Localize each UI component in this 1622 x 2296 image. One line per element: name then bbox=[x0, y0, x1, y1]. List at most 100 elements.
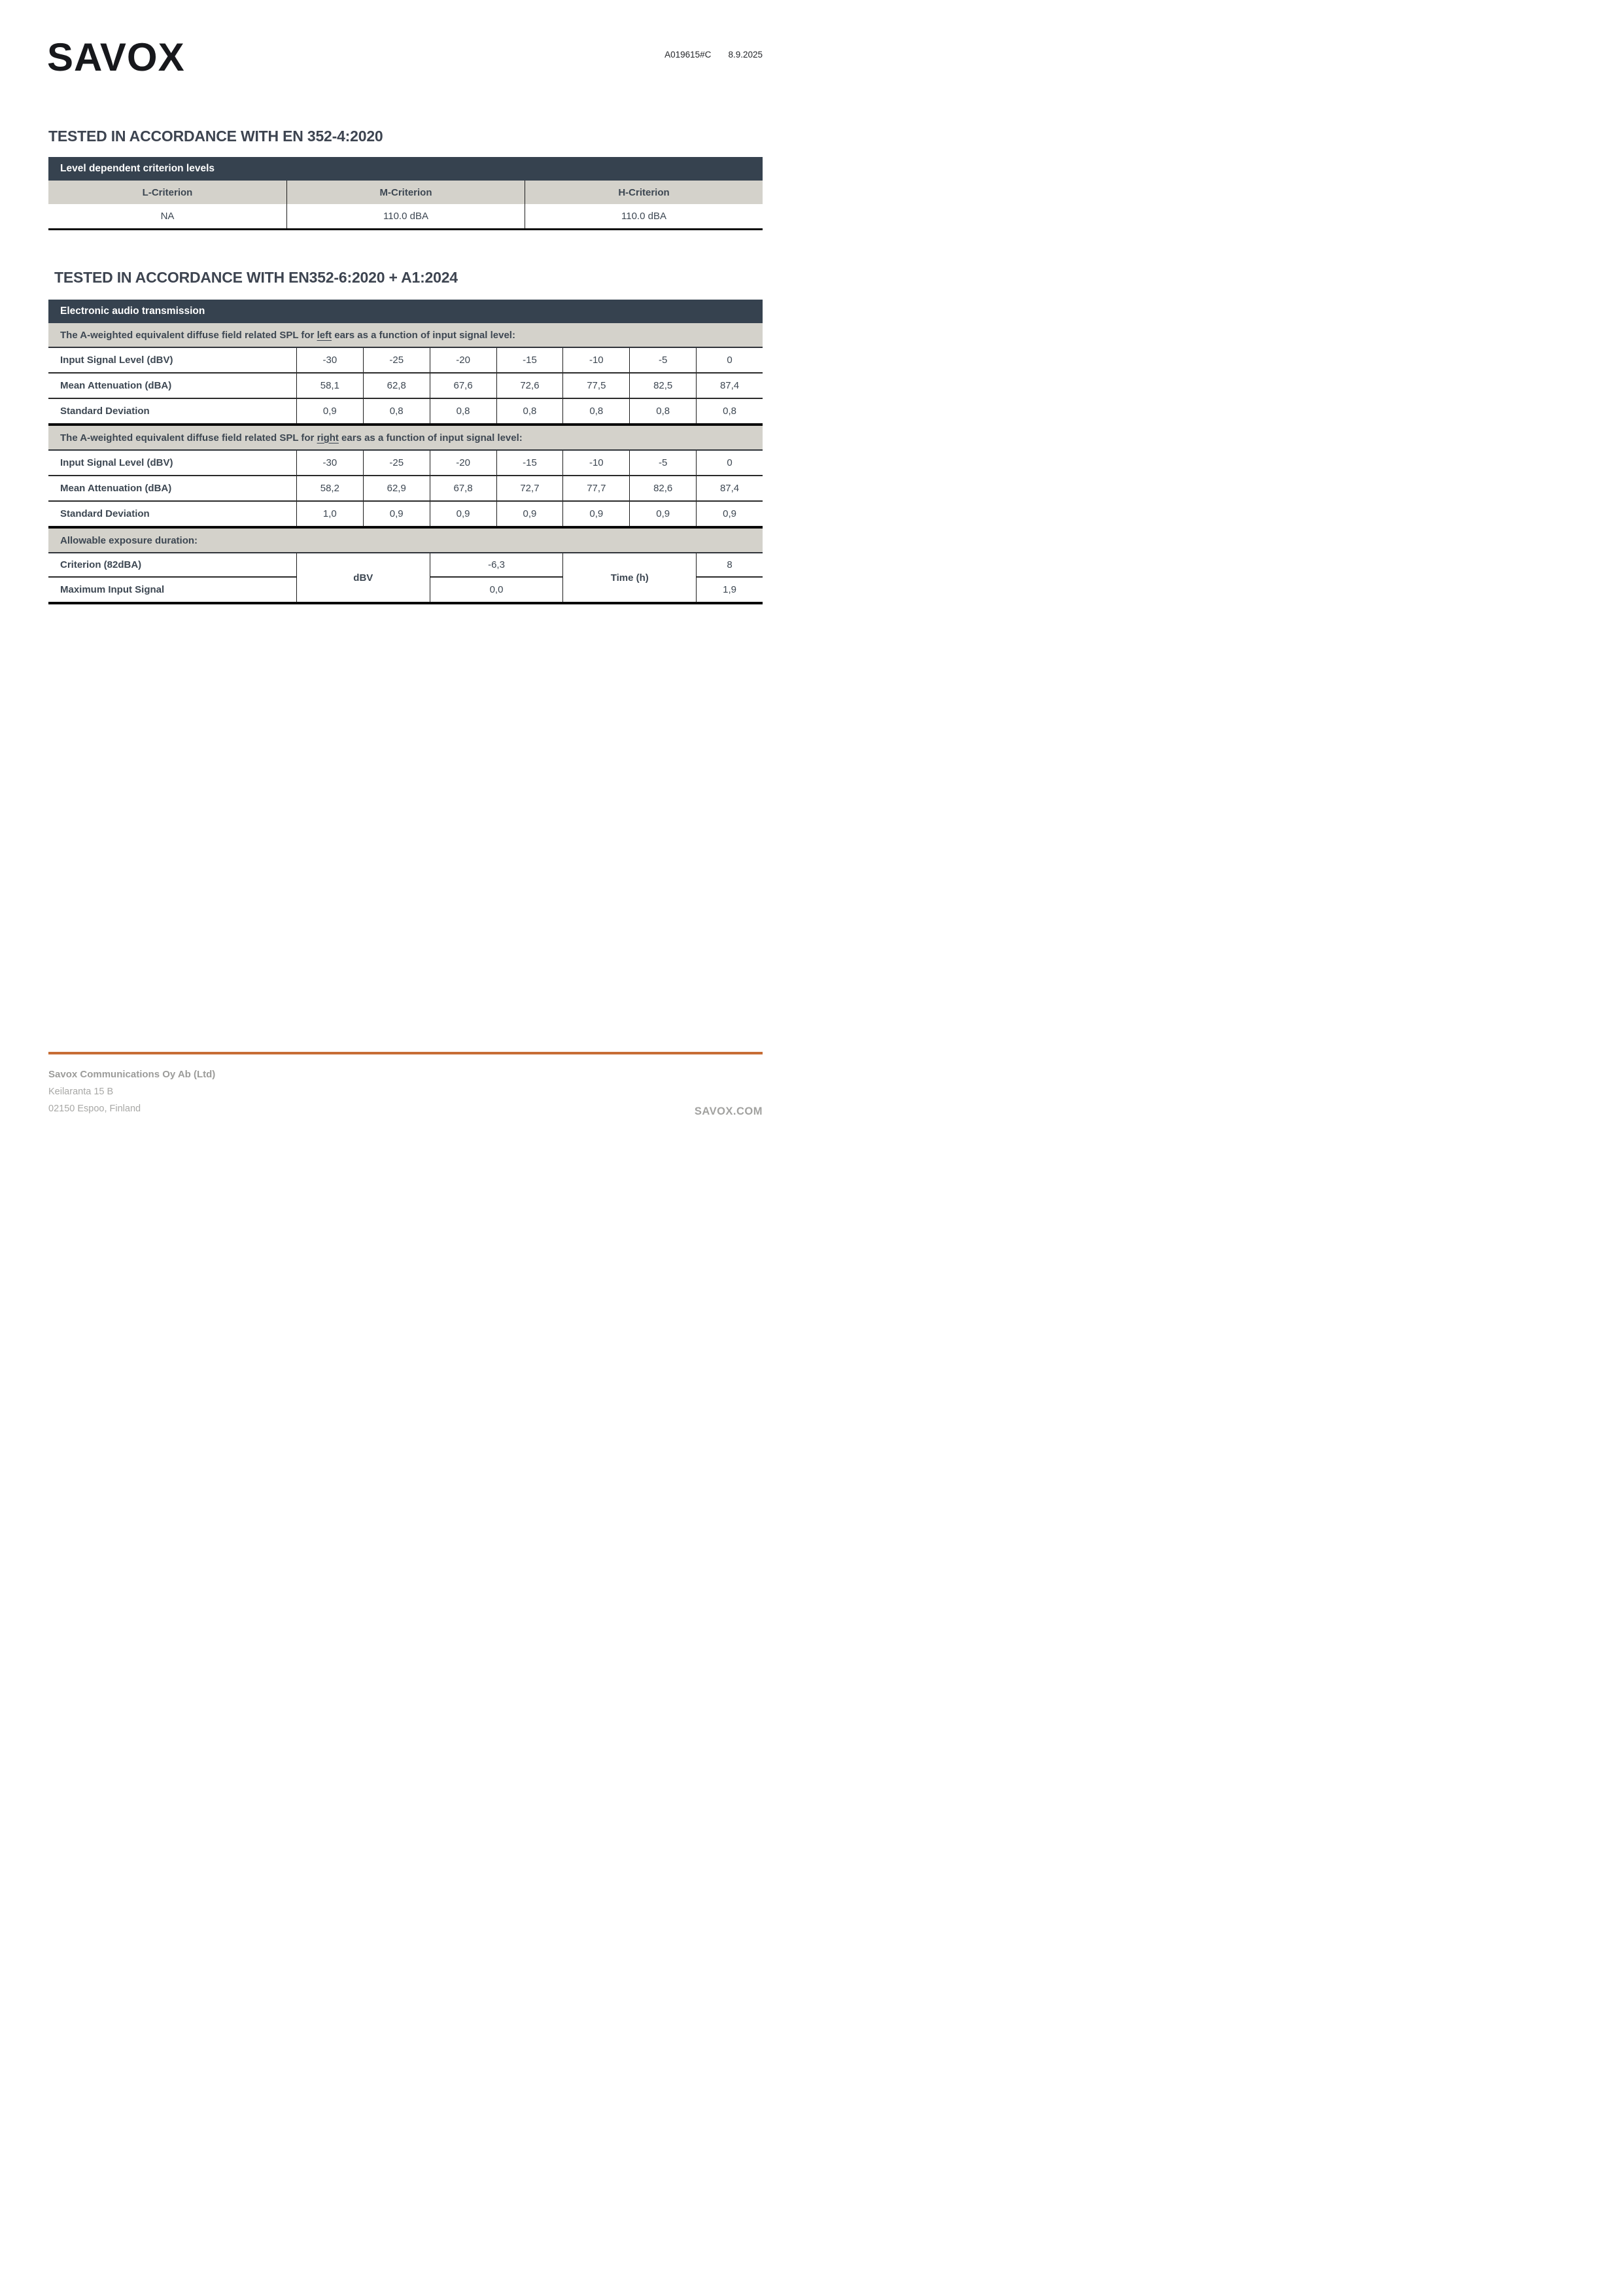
audio-transmission-table: Electronic audio transmission The A-weig… bbox=[48, 300, 763, 604]
document-number: A019615#C bbox=[664, 50, 712, 60]
value-cell: 62,9 bbox=[362, 476, 430, 500]
section1-title: TESTED IN ACCORDANCE WITH EN 352-4:2020 bbox=[48, 128, 383, 145]
table1-header-strip: Level dependent criterion levels bbox=[48, 157, 763, 181]
caption-text: The A-weighted equivalent diffuse field … bbox=[60, 432, 523, 444]
row-label: Maximum Input Signal bbox=[60, 584, 165, 595]
footer-company: Savox Communications Oy Ab (Ltd) bbox=[48, 1069, 216, 1080]
value-cell: 0,8 bbox=[429, 399, 496, 423]
value-cell: -15 bbox=[496, 348, 563, 372]
value-cell: 62,8 bbox=[362, 374, 430, 398]
document-date: 8.9.2025 bbox=[728, 50, 763, 60]
subheader-caption-left-ears: The A-weighted equivalent diffuse field … bbox=[48, 323, 763, 348]
value-cell: 67,8 bbox=[429, 476, 496, 500]
value-cell: 77,7 bbox=[562, 476, 629, 500]
exposure-grid: Criterion (82dBA) dBV -6,3 Time (h) 8 Ma… bbox=[48, 553, 763, 602]
value-cell: 110.0 dBA bbox=[525, 204, 763, 228]
page-footer: Savox Communications Oy Ab (Ltd) Keilara… bbox=[48, 1052, 763, 1117]
value-cell: 58,2 bbox=[296, 476, 363, 500]
value-cell: -30 bbox=[296, 451, 363, 475]
table2-body: The A-weighted equivalent diffuse field … bbox=[48, 323, 763, 529]
column-header: L-Criterion bbox=[142, 186, 193, 198]
value-cell: -10 bbox=[562, 451, 629, 475]
value-cell: 0,9 bbox=[562, 502, 629, 526]
value-cell: 0,9 bbox=[496, 502, 563, 526]
value-cell: -25 bbox=[362, 348, 430, 372]
value-cell: 0 bbox=[696, 451, 763, 475]
value-cell: 0,8 bbox=[562, 399, 629, 423]
row-label: Input Signal Level (dBV) bbox=[60, 355, 173, 366]
value-cell: -25 bbox=[362, 451, 430, 475]
value-cell: 0 bbox=[696, 348, 763, 372]
column-header: M-Criterion bbox=[286, 181, 525, 204]
value-cell: NA bbox=[160, 211, 175, 222]
caption-text: The A-weighted equivalent diffuse field … bbox=[60, 329, 515, 341]
savox-logo: SAVOX bbox=[47, 35, 185, 79]
value-cell: 0,9 bbox=[696, 502, 763, 526]
value-cell: -5 bbox=[629, 348, 696, 372]
row-label: Input Signal Level (dBV) bbox=[60, 457, 173, 468]
value-cell: 87,4 bbox=[696, 476, 763, 500]
value-cell: 0,8 bbox=[362, 399, 430, 423]
value-cell: 58,1 bbox=[296, 374, 363, 398]
unit-cell: dBV bbox=[296, 553, 430, 602]
value-cell: -6,3 bbox=[429, 553, 563, 578]
page-header: SAVOX A019615#C 8.9.2025 bbox=[47, 0, 763, 79]
criterion-levels-table: Level dependent criterion levels L-Crite… bbox=[48, 157, 763, 230]
value-cell: 1,0 bbox=[296, 502, 363, 526]
table-row: Input Signal Level (dBV) -30 -25 -20 -15 -10-… bbox=[48, 348, 763, 372]
value-cell: 0,8 bbox=[696, 399, 763, 423]
table-row: Input Signal Level (dBV) -30 -25 -20 -15 -10-… bbox=[48, 451, 763, 475]
value-cell: 0,9 bbox=[362, 502, 430, 526]
row-label: Mean Attenuation (dBA) bbox=[60, 380, 172, 391]
footer-address-line1: Keilaranta 15 B bbox=[48, 1087, 114, 1097]
footer-website: SAVOX.COM bbox=[694, 1105, 763, 1117]
value-cell: -5 bbox=[629, 451, 696, 475]
table-row: Standard Deviation 0,9 0,8 0,8 0,8 0,8 0,8 0,8 bbox=[48, 398, 763, 423]
table1-column-headers: L-Criterion M-Criterion H-Criterion bbox=[48, 181, 763, 204]
value-cell: 82,5 bbox=[629, 374, 696, 398]
value-cell: 72,6 bbox=[496, 374, 563, 398]
value-cell: 0,0 bbox=[429, 578, 563, 602]
footer-address-line2: 02150 Espoo, Finland bbox=[48, 1104, 141, 1114]
value-cell: 8 bbox=[696, 553, 763, 578]
exposure-caption: Allowable exposure duration: bbox=[48, 529, 763, 553]
time-unit-cell: Time (h) bbox=[562, 553, 696, 602]
value-cell: -15 bbox=[496, 451, 563, 475]
document-reference: A019615#C 8.9.2025 bbox=[664, 38, 763, 60]
underlined-word: left bbox=[317, 329, 332, 341]
value-cell: -20 bbox=[429, 348, 496, 372]
value-cell: 110.0 dBA bbox=[286, 204, 525, 228]
column-header: H-Criterion bbox=[525, 181, 763, 204]
value-cell: 77,5 bbox=[562, 374, 629, 398]
subheader-caption-right-ears: The A-weighted equivalent diffuse field … bbox=[48, 426, 763, 451]
row-label: Criterion (82dBA) bbox=[48, 553, 296, 578]
table1-values-row: NA 110.0 dBA 110.0 dBA bbox=[48, 204, 763, 228]
table2-header-strip: Electronic audio transmission bbox=[48, 300, 763, 323]
row-label: Standard Deviation bbox=[60, 406, 150, 417]
value-cell: 87,4 bbox=[696, 374, 763, 398]
table-row: Mean Attenuation (dBA) 58,1 62,8 67,6 72,6 77… bbox=[48, 372, 763, 398]
row-label: Standard Deviation bbox=[60, 508, 150, 519]
row-label: Mean Attenuation (dBA) bbox=[60, 483, 172, 494]
footer-accent-rule bbox=[48, 1052, 763, 1054]
value-cell: 0,8 bbox=[629, 399, 696, 423]
table-row: Standard Deviation 1,0 0,9 0,9 0,9 0,9 0,9 0,9 bbox=[48, 500, 763, 526]
value-cell: 72,7 bbox=[496, 476, 563, 500]
section-divider bbox=[48, 423, 763, 426]
underlined-word: right bbox=[317, 432, 339, 444]
section2-title: TESTED IN ACCORDANCE WITH EN352-6:2020 +… bbox=[54, 269, 458, 286]
value-cell: 0,9 bbox=[429, 502, 496, 526]
value-cell: 0,9 bbox=[296, 399, 363, 423]
value-cell: 0,9 bbox=[629, 502, 696, 526]
value-cell: -10 bbox=[562, 348, 629, 372]
exposure-caption-text: Allowable exposure duration: bbox=[60, 534, 198, 546]
value-cell: 82,6 bbox=[629, 476, 696, 500]
value-cell: 0,8 bbox=[496, 399, 563, 423]
value-cell: 67,6 bbox=[429, 374, 496, 398]
value-cell: -30 bbox=[296, 348, 363, 372]
document-page: SAVOX A019615#C 8.9.2025 TESTED IN ACCORD… bbox=[0, 0, 811, 1148]
value-cell: -20 bbox=[429, 451, 496, 475]
section-divider bbox=[48, 526, 763, 529]
value-cell: 1,9 bbox=[696, 578, 763, 602]
table-row: Mean Attenuation (dBA) 58,2 62,9 67,8 72,7 77… bbox=[48, 475, 763, 500]
